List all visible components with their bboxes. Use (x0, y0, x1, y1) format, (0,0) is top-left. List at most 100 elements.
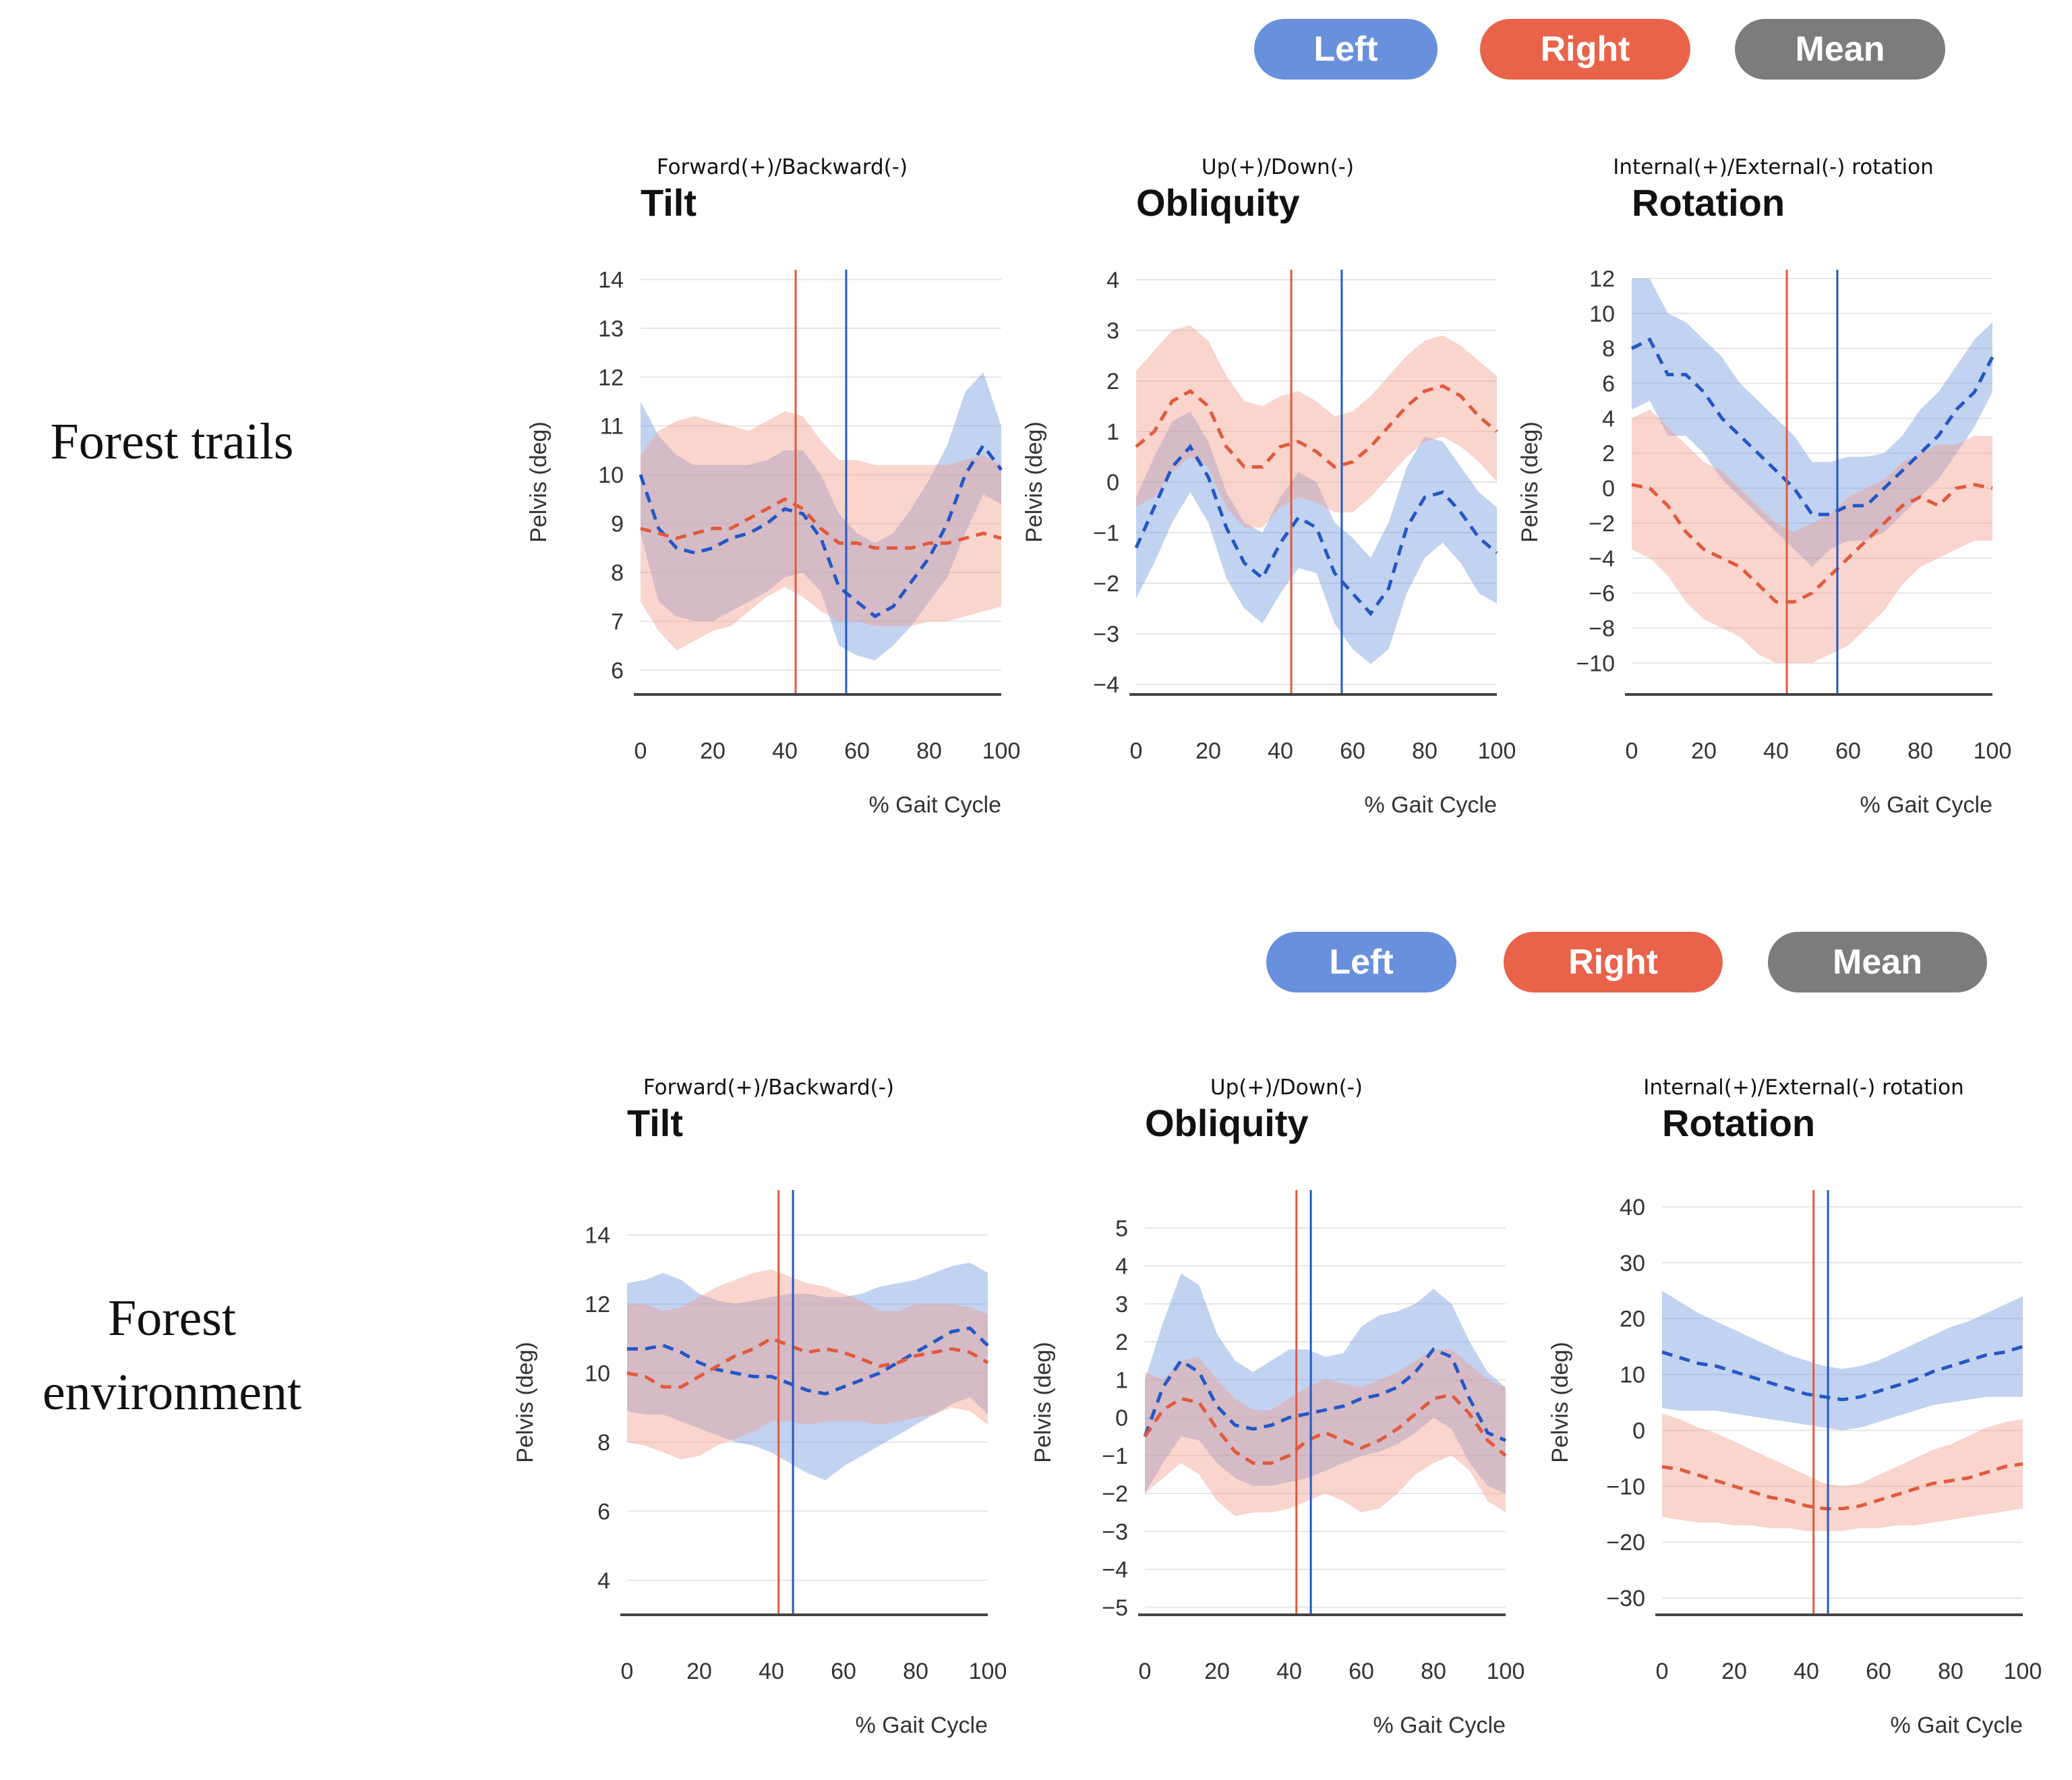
chart-title: Obliquity (1136, 181, 1300, 224)
y-tick-label: 12 (585, 1292, 610, 1317)
y-tick-label: 30 (1620, 1251, 1645, 1276)
y-tick-label: 9 (611, 512, 624, 537)
y-tick-label: −5 (1102, 1595, 1128, 1621)
x-tick-label: 20 (1195, 738, 1221, 764)
y-axis-label: Pelvis (deg) (1022, 421, 1047, 543)
chart-rotation-forest-trails: Internal(+)/External(-) rotation Rotation… (1497, 148, 2011, 836)
y-axis-label: Pelvis (deg) (1547, 1342, 1573, 1463)
x-axis-label: % Gait Cycle (856, 1713, 988, 1738)
x-tick-label: 60 (1349, 1659, 1374, 1684)
x-tick-label: 40 (759, 1659, 784, 1684)
y-tick-label: 8 (597, 1430, 610, 1456)
row-label-line: environment (42, 1364, 302, 1421)
row-label-line: Forest (108, 1290, 236, 1346)
x-axis-label: % Gait Cycle (1860, 792, 1993, 818)
y-tick-label: 1 (1115, 1367, 1128, 1393)
y-tick-label: −2 (1102, 1481, 1128, 1507)
x-tick-label: 20 (1691, 738, 1717, 764)
x-tick-label: 100 (969, 1659, 1007, 1684)
chart-svg: Up(+)/Down(-)Obliquity 4 3 2 1 0 −1 −2 −3 −4 0 20 40… (1022, 155, 1516, 818)
chart-svg: Internal(+)/External(-) rotationRotation… (1517, 155, 2011, 818)
x-tick-label: 0 (634, 738, 647, 764)
x-tick-label: 80 (1412, 738, 1438, 764)
chart-rotation-forest-environment: Internal(+)/External(-) rotation Rotation… (1527, 1069, 2042, 1756)
chart-title: Tilt (641, 181, 697, 224)
chart-title: Rotation (1662, 1102, 1815, 1144)
x-tick-label: 0 (1626, 738, 1638, 764)
y-tick-label: 3 (1115, 1292, 1128, 1317)
y-tick-label: −4 (1589, 546, 1615, 572)
x-axis-label: % Gait Cycle (869, 792, 1002, 818)
chart-tilt-forest-trails: Forward(+)/Backward(-) Tilt 14 13 12 11 10 9 8 7 6… (506, 148, 1020, 836)
x-tick-label: 60 (1835, 738, 1861, 764)
right-mean-line (1135, 384, 1498, 469)
y-tick-label: 14 (585, 1223, 610, 1249)
row-label-line: Forest trails (50, 413, 294, 470)
x-tick-label: 40 (1794, 1659, 1819, 1684)
x-axis-label: % Gait Cycle (1373, 1713, 1506, 1738)
x-tick-label: 40 (772, 738, 798, 764)
y-tick-label: 40 (1620, 1195, 1645, 1220)
right-sd-band (1136, 325, 1497, 528)
right-mean-line (640, 497, 1002, 550)
y-tick-label: 10 (1589, 301, 1615, 327)
y-tick-label: −3 (1093, 622, 1119, 647)
chart-subtitle: Up(+)/Down(-) (1202, 155, 1354, 179)
y-tick-label: 0 (1115, 1406, 1128, 1431)
left-sd-band (627, 1262, 988, 1481)
chart-svg: Up(+)/Down(-)Obliquity 5 4 3 2 1 0 −1 −2 −3 −4 −5 0 2… (1030, 1075, 1525, 1738)
right-sd-band (627, 1269, 988, 1460)
y-tick-label: 6 (597, 1499, 610, 1524)
x-tick-label: 20 (700, 738, 726, 764)
y-axis-label: Pelvis (deg) (526, 421, 552, 543)
x-axis-label: % Gait Cycle (1365, 792, 1498, 818)
legend-right-pill[interactable]: Right (1480, 19, 1690, 80)
chart-subtitle: Internal(+)/External(-) rotation (1643, 1075, 1964, 1100)
y-tick-label: −10 (1606, 1474, 1645, 1500)
y-tick-label: −8 (1589, 616, 1615, 641)
y-tick-label: 1 (1106, 419, 1119, 445)
legend-mean-pill[interactable]: Mean (1735, 19, 1945, 80)
y-tick-label: 12 (598, 365, 624, 390)
chart-obliquity-forest-trails: Up(+)/Down(-) Obliquity 4 3 2 1 0 −1 −2 −3 −4 0 20 40… (1001, 148, 1516, 836)
x-tick-label: 80 (1907, 738, 1933, 764)
y-tick-label: 0 (1602, 476, 1615, 502)
y-tick-label: 10 (585, 1361, 610, 1386)
y-tick-label: 2 (1602, 441, 1615, 467)
y-tick-label: 12 (1589, 266, 1615, 292)
x-tick-label: 0 (1656, 1659, 1669, 1684)
x-tick-label: 40 (1268, 738, 1293, 764)
legend-right-pill[interactable]: Right (1504, 932, 1723, 992)
x-tick-label: 0 (621, 1659, 634, 1684)
chart-obliquity-forest-environment: Up(+)/Down(-) Obliquity 5 4 3 2 1 0 −1 −2 −3 −4 −5 0 2… (1010, 1069, 1525, 1756)
y-tick-label: 13 (598, 316, 624, 342)
x-tick-label: 20 (1721, 1659, 1747, 1684)
x-tick-label: 60 (831, 1659, 856, 1684)
y-tick-label: 2 (1106, 369, 1119, 394)
y-tick-label: 4 (1106, 268, 1119, 293)
chart-svg: Internal(+)/External(-) rotationRotation… (1547, 1075, 2042, 1738)
x-tick-label: 40 (1763, 738, 1789, 764)
legend-left-pill[interactable]: Left (1254, 19, 1438, 80)
x-tick-label: 60 (1340, 738, 1365, 764)
x-tick-label: 100 (1478, 738, 1516, 764)
legend-left-pill[interactable]: Left (1266, 932, 1456, 992)
y-tick-label: −1 (1093, 521, 1119, 546)
x-tick-label: 80 (916, 738, 942, 764)
chart-tilt-forest-environment: Forward(+)/Backward(-) Tilt 14 12 10 8 6 4 0 20 40… (492, 1069, 1007, 1756)
chart-svg: Forward(+)/Backward(-)Tilt 14 13 12 11 10 9 8 7 6… (526, 155, 1020, 818)
y-tick-label: −20 (1606, 1530, 1645, 1555)
right-sd-band (1145, 1349, 1506, 1516)
legend-mean-pill[interactable]: Mean (1768, 932, 1987, 992)
left-mean-line (1134, 444, 1498, 616)
chart-subtitle: Forward(+)/Backward(-) (657, 155, 908, 179)
x-tick-label: 100 (982, 738, 1021, 764)
y-tick-label: 8 (611, 560, 624, 586)
y-tick-label: 4 (1602, 406, 1615, 432)
y-tick-label: 0 (1106, 470, 1119, 496)
y-tick-label: −6 (1589, 581, 1615, 607)
y-tick-label: −2 (1093, 571, 1119, 597)
chart-title: Obliquity (1145, 1102, 1309, 1144)
y-tick-label: 0 (1632, 1418, 1645, 1444)
left-mean-line (639, 442, 1003, 619)
